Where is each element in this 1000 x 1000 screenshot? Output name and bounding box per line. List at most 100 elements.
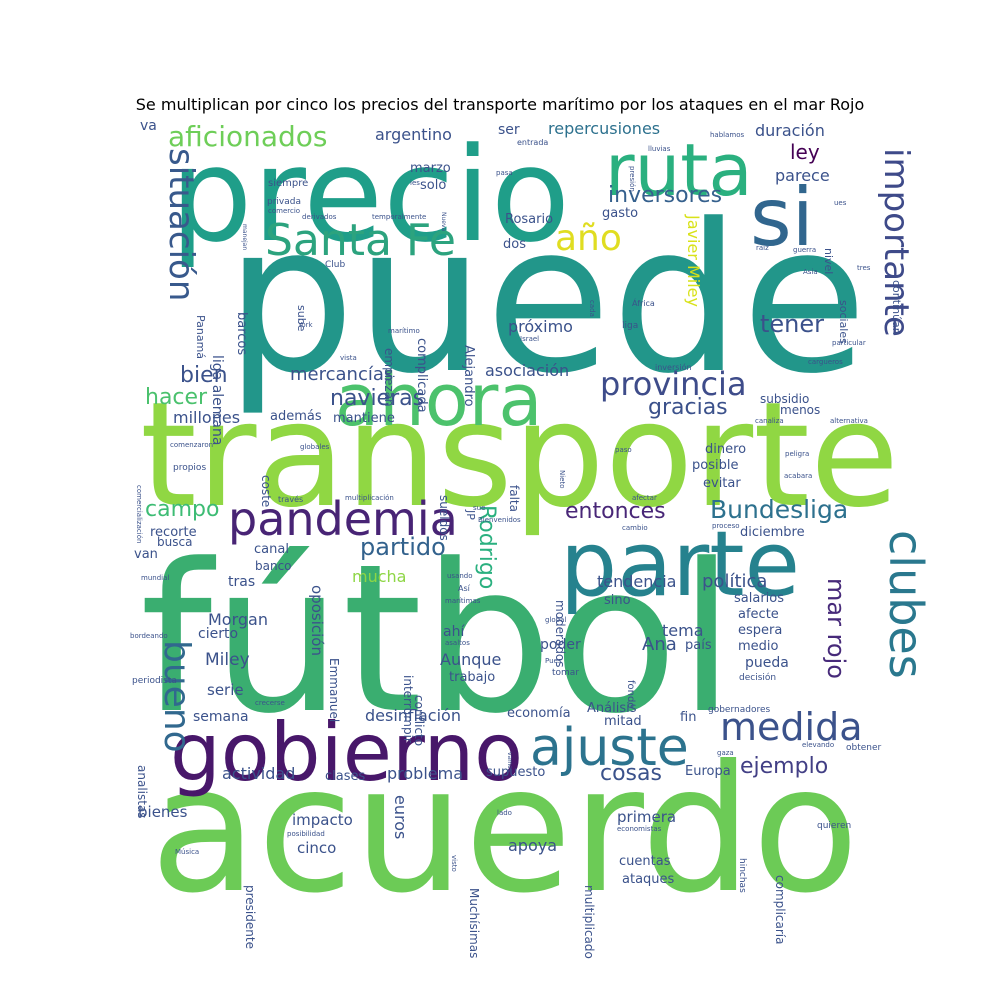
word-lado: lado bbox=[497, 809, 512, 817]
word-maritimas: marítimas bbox=[445, 597, 481, 605]
word-parece: parece bbox=[775, 166, 830, 185]
word-actividad: actividad bbox=[222, 764, 295, 783]
word-canal: canal bbox=[254, 542, 289, 557]
word-canaliza: canaliza bbox=[755, 417, 784, 425]
word-clubes: clubes bbox=[879, 530, 933, 679]
word-cargueros: cargueros bbox=[808, 358, 843, 366]
word-ejemplo: ejemplo bbox=[740, 754, 828, 779]
word-ies: ies bbox=[410, 179, 420, 187]
word-entrada: entrada bbox=[517, 138, 548, 147]
word-dinero: dinero bbox=[705, 442, 746, 457]
word-jp: JP bbox=[464, 509, 477, 520]
word-coste: coste bbox=[259, 475, 273, 507]
word-medida: medida bbox=[720, 705, 862, 749]
word-barcos: barcos bbox=[234, 312, 249, 355]
word-elevando: elevando bbox=[802, 741, 834, 749]
word-parte: parte bbox=[560, 512, 800, 617]
word-multiplicado: multiplicado bbox=[582, 885, 596, 959]
word-repercusiones: repercusiones bbox=[548, 119, 660, 138]
word-transporte: transporte bbox=[140, 371, 899, 540]
word-israel: Israel bbox=[520, 335, 539, 343]
word-usando: usando bbox=[447, 572, 473, 580]
word-bundesliga: Bundesliga bbox=[710, 495, 848, 524]
word-recorte: recorte bbox=[150, 525, 197, 540]
word-tema: tema bbox=[662, 621, 704, 640]
word-sue: sue bbox=[473, 504, 485, 512]
word-politica: política bbox=[702, 571, 767, 592]
word-paso: paso bbox=[615, 446, 632, 454]
word-importante: importante bbox=[876, 148, 916, 337]
word-siempre: siempre bbox=[268, 178, 308, 189]
word-acabara: acabara bbox=[784, 472, 812, 480]
word-ues: ues bbox=[834, 199, 847, 207]
word-panama: Panamá bbox=[194, 315, 207, 359]
word-millones: millones bbox=[173, 408, 240, 427]
word-bienes: bienes bbox=[138, 803, 188, 821]
word-futbol: fútbol bbox=[140, 521, 735, 759]
word-asi: Así bbox=[458, 584, 471, 593]
word-sino: sino bbox=[604, 593, 631, 608]
word-rodrigo: Rodrigo bbox=[474, 505, 499, 589]
word-alejandro: Alejandro bbox=[461, 345, 476, 407]
word-hinchas: hinchas bbox=[737, 858, 747, 893]
word-globales: globales bbox=[300, 443, 330, 451]
word-santa-fe: Santa Fe bbox=[265, 215, 456, 266]
word-supuesto: supuesto bbox=[486, 765, 545, 780]
word-poder: poder bbox=[540, 637, 581, 653]
word-comercializacion: comercialización bbox=[135, 485, 143, 543]
word-peligra: peligra bbox=[785, 450, 809, 458]
word-posibilidad: posibilidad bbox=[287, 830, 325, 838]
word-obtener: obtener bbox=[846, 743, 882, 753]
word-aficionados: aficionados bbox=[168, 120, 328, 153]
word-puede: puede bbox=[225, 181, 867, 419]
word-vista: vista bbox=[340, 354, 357, 362]
word-global: global bbox=[545, 616, 566, 624]
word-hacer: hacer bbox=[145, 385, 208, 410]
word-asia: Asia bbox=[803, 268, 818, 276]
word-moderados: moderados bbox=[553, 600, 567, 668]
word-vamos: vamos bbox=[506, 752, 513, 772]
word-gasto: gasto bbox=[602, 206, 638, 221]
word-bienvenidos: Bienvenidos bbox=[478, 516, 521, 524]
word-complicada: complicada bbox=[414, 338, 429, 413]
word-sube: sube bbox=[295, 305, 308, 332]
word-oposicion: oposición bbox=[308, 585, 326, 656]
chart-title: Se multiplican por cinco los precios del… bbox=[135, 95, 865, 114]
word-posible: posible bbox=[692, 458, 738, 473]
word-gracias: gracias bbox=[648, 395, 728, 420]
word-mucha: mucha bbox=[352, 567, 406, 586]
word-va: va bbox=[140, 118, 157, 134]
word-tendencia: tendencia bbox=[597, 572, 676, 591]
word-africa: África bbox=[632, 297, 655, 308]
word-proximo: próximo bbox=[508, 317, 573, 336]
word-trabajo: trabajo bbox=[449, 670, 495, 685]
word-afecte: afecte bbox=[738, 607, 779, 622]
word-conflicto: conflicto bbox=[412, 695, 426, 746]
word-mar-rojo: mar rojo bbox=[822, 578, 850, 679]
word-continuan: continúan bbox=[890, 280, 903, 335]
word-pues: Pues bbox=[545, 657, 562, 665]
word-emmanuel: Emmanuel bbox=[327, 658, 341, 722]
word-cierto: cierto bbox=[198, 626, 238, 642]
word-pandemia: pandemia bbox=[228, 492, 458, 546]
word-apoya: apoya bbox=[508, 836, 557, 855]
word-solo: solo bbox=[420, 178, 446, 193]
word-cada: cada bbox=[588, 300, 596, 317]
word-sueldos: sueldos bbox=[437, 495, 451, 541]
word-javier-miley: Javier Miley bbox=[684, 214, 703, 307]
word-gobernadores: gobernadores bbox=[708, 705, 770, 715]
word-asaltos: asaltos bbox=[445, 639, 470, 647]
word-temporalmente: temporalmente bbox=[372, 213, 426, 221]
word-serie: serie bbox=[207, 681, 244, 699]
word-propios: propios bbox=[173, 463, 206, 473]
word-inversores: inversores bbox=[608, 183, 722, 208]
word-interrumpir: interrumpir bbox=[401, 675, 415, 743]
word-ademas: además bbox=[270, 409, 322, 424]
word-analisis: Análisis bbox=[587, 701, 637, 716]
word-si: si bbox=[750, 171, 814, 264]
word-rosario: Rosario bbox=[505, 212, 553, 227]
word-cinco: cinco bbox=[297, 839, 336, 857]
word-liga: liga bbox=[622, 321, 638, 331]
word-guerra: guerra bbox=[793, 246, 816, 254]
word-fin: fin bbox=[680, 710, 696, 725]
